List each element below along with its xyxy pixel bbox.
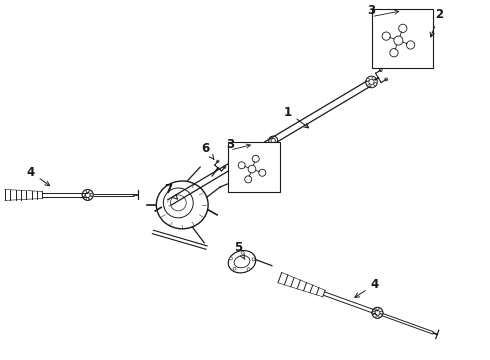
Text: 7: 7 [164, 184, 177, 199]
Circle shape [259, 169, 266, 176]
Circle shape [86, 197, 89, 201]
Circle shape [167, 199, 170, 202]
Text: 3: 3 [226, 138, 234, 150]
Bar [228, 142, 280, 192]
Text: 5: 5 [234, 241, 245, 260]
Circle shape [380, 311, 383, 314]
Circle shape [368, 84, 371, 87]
Circle shape [238, 162, 245, 169]
Circle shape [233, 267, 236, 270]
Circle shape [229, 257, 232, 260]
Circle shape [406, 41, 415, 49]
Circle shape [372, 77, 375, 80]
Text: 4: 4 [355, 278, 379, 297]
Bar [371, 9, 433, 68]
Circle shape [163, 206, 166, 210]
Ellipse shape [156, 181, 208, 229]
Circle shape [376, 307, 379, 310]
Circle shape [372, 311, 375, 314]
Circle shape [241, 251, 244, 254]
Text: 4: 4 [26, 166, 49, 186]
Circle shape [373, 82, 377, 86]
Circle shape [168, 205, 172, 208]
Circle shape [247, 268, 250, 271]
Circle shape [252, 258, 255, 261]
Circle shape [367, 78, 369, 81]
Circle shape [382, 32, 391, 40]
Circle shape [376, 315, 379, 318]
Circle shape [86, 189, 89, 193]
Circle shape [399, 24, 407, 32]
Circle shape [161, 201, 164, 204]
Circle shape [90, 193, 93, 197]
Circle shape [252, 155, 259, 162]
Circle shape [390, 49, 398, 57]
Ellipse shape [228, 251, 256, 273]
Text: 1: 1 [284, 106, 309, 128]
Circle shape [269, 136, 278, 145]
Text: 6: 6 [201, 141, 214, 159]
Text: 2: 2 [430, 8, 443, 37]
Circle shape [245, 176, 252, 183]
Text: 3: 3 [368, 4, 375, 17]
Circle shape [82, 193, 85, 197]
